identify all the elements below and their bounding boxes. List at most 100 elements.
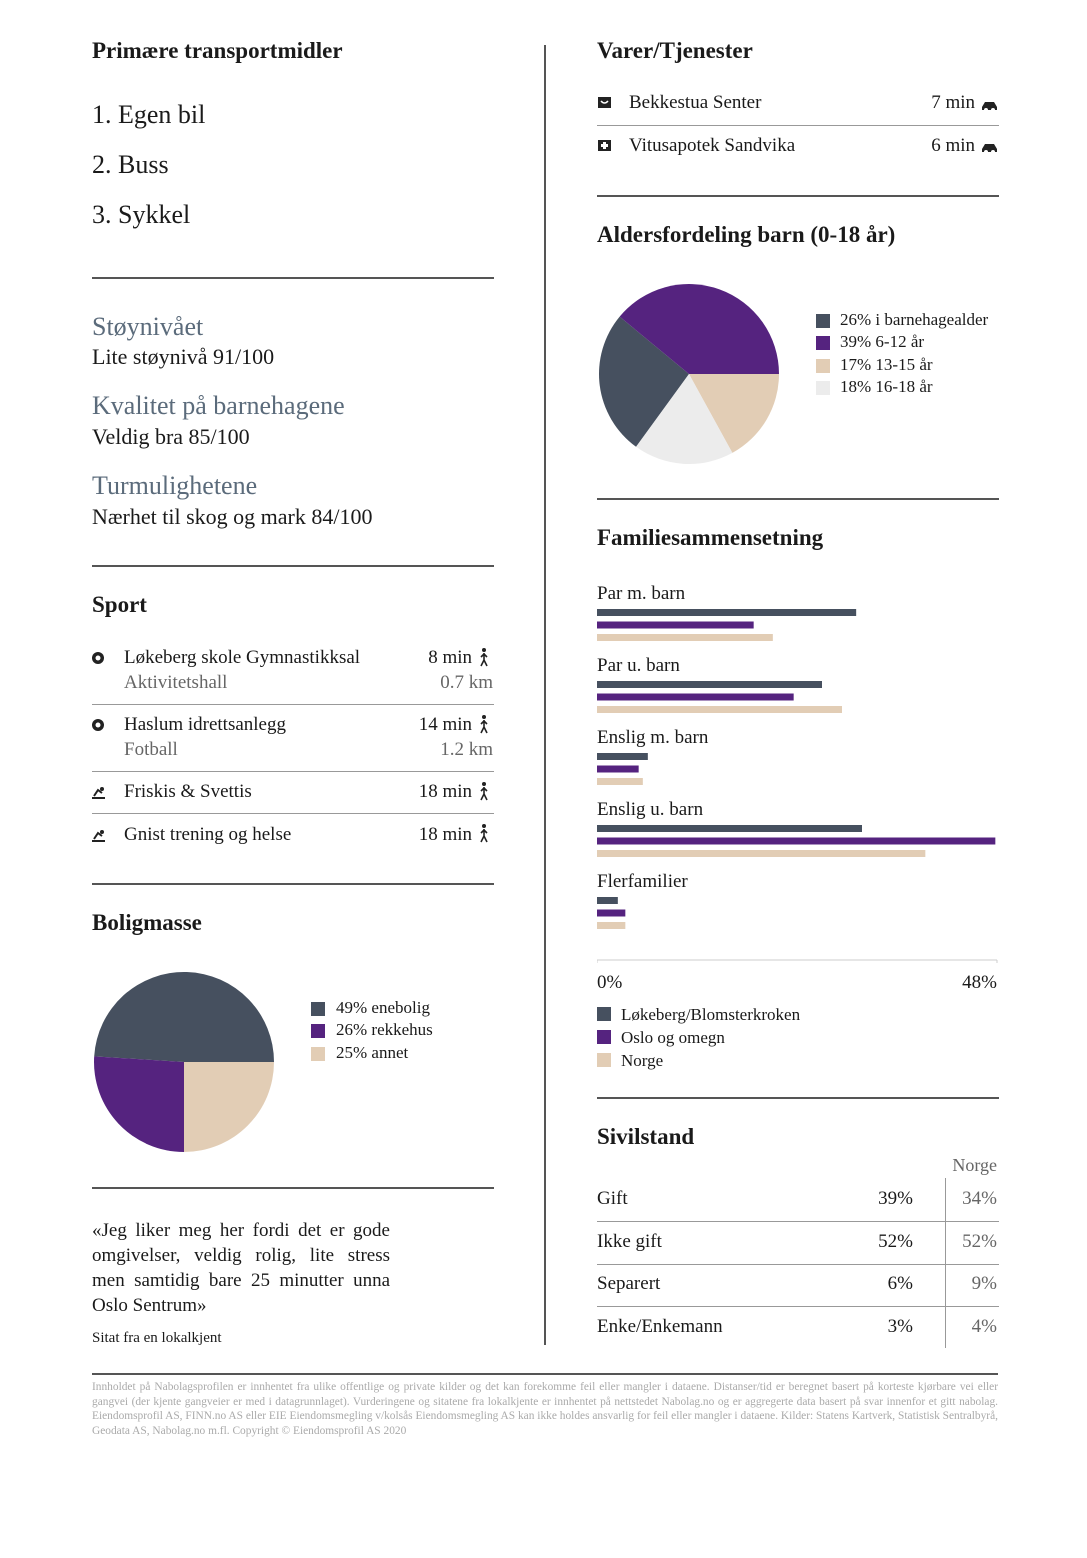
category-label: Par m. barn [597, 583, 686, 604]
divider [92, 883, 494, 885]
sport-name: Haslum idrettsanlegg [124, 714, 286, 735]
table-cell: Enke/Enkemann [597, 1315, 723, 1337]
sport-time: 18 min [418, 824, 472, 845]
legend-label: Oslo og omegn [621, 1028, 725, 1047]
bar [597, 850, 926, 857]
table-cell: 3% [887, 1315, 913, 1337]
legend-label: 18% 16-18 år [840, 377, 933, 396]
category-label: Enslig u. barn [597, 799, 704, 820]
category-label: Enslig m. barn [597, 727, 709, 748]
walk-icons [480, 648, 488, 843]
rating-text: Veldig bra 85/100 [92, 424, 250, 449]
table-cell: 52% [962, 1230, 997, 1252]
service-time: 7 min [931, 92, 975, 113]
row-divider [597, 1221, 999, 1222]
bar [597, 753, 648, 760]
legend-swatch [311, 1024, 325, 1038]
table-cell: 4% [971, 1315, 997, 1337]
pie-slice [689, 374, 779, 453]
sport-icons [92, 652, 105, 842]
transport-item: 2. Buss [92, 150, 169, 179]
bar [597, 681, 822, 688]
row-divider [597, 1306, 999, 1307]
sport-dist: 0.7 km [440, 672, 493, 693]
section-title: Primære transportmidler [92, 38, 343, 63]
legend-swatch [597, 1007, 611, 1021]
shop-icons [598, 97, 611, 151]
row-divider [597, 1263, 999, 1265]
legend-swatch [816, 314, 830, 328]
row-divider [92, 813, 494, 814]
bar [597, 609, 857, 616]
legend-swatch [597, 1053, 611, 1067]
bar [597, 778, 643, 785]
row-divider [92, 704, 494, 705]
pie-slice [636, 374, 733, 464]
service-time: 6 min [931, 135, 975, 156]
legend-item: Løkeberg/Blomsterkroken [597, 1005, 800, 1025]
table-cell: Gift [597, 1188, 628, 1209]
legend-label: Løkeberg/Blomsterkroken [621, 1005, 801, 1024]
bar [597, 825, 862, 832]
divider [92, 565, 494, 567]
table-header: Norge [952, 1155, 997, 1175]
rating-text: Lite støynivå 91/100 [92, 344, 275, 369]
transport-item: 1. Egen bil [92, 100, 206, 129]
table-cell: 34% [962, 1188, 997, 1209]
pie-slice [94, 1056, 184, 1152]
divider [597, 195, 999, 197]
sport-time: 18 min [418, 781, 472, 802]
quote-source: Sitat fra en lokalkjent [92, 1330, 222, 1346]
legend-label: 17% 13-15 år [840, 355, 933, 374]
pie-chart [94, 972, 274, 1152]
sport-sub: Fotball [124, 739, 178, 760]
sport-time: 14 min [418, 714, 472, 735]
legend-item: Norge [597, 1051, 663, 1071]
legend-label: Norge [621, 1051, 664, 1070]
bar [597, 634, 773, 641]
bar [597, 909, 626, 917]
quote: «Jeg liker meg her fordi det er gode omg… [92, 1220, 390, 1316]
sport-time: 8 min [428, 647, 472, 668]
transport-item: 3. Sykkel [92, 200, 191, 229]
divider [597, 498, 999, 500]
pie-slice [184, 1062, 274, 1152]
legend-swatch [816, 381, 830, 395]
service-name: Bekkestua Senter [629, 92, 762, 113]
legend-label: 26% i barnehagealder [840, 310, 989, 329]
legend-swatch [311, 1047, 325, 1061]
x-tick-label: 48% [962, 972, 997, 993]
rating-title: Turmulighetene [92, 471, 258, 500]
bar [597, 897, 618, 904]
divider [597, 1097, 999, 1099]
table-cell: Separert [597, 1273, 661, 1294]
table-cell: 9% [971, 1273, 997, 1294]
rating-title: Støynivået [92, 312, 204, 341]
rating-text: Nærhet til skog og mark 84/100 [92, 504, 373, 529]
section-title: Sivilstand [597, 1124, 695, 1149]
bar [597, 706, 842, 713]
column-divider [544, 45, 546, 1345]
section-title: Familiesammensetning [597, 525, 824, 550]
pie-slice [619, 284, 779, 374]
category-label: Flerfamilier [597, 871, 688, 892]
category-label: Par u. barn [597, 655, 680, 676]
sport-name: Friskis & Svettis [124, 781, 252, 802]
row-divider [92, 771, 494, 772]
bar [597, 765, 639, 773]
pie-slice [599, 316, 689, 447]
sport-name: Gnist trening og helse [124, 824, 292, 845]
section-title: Varer/Tjenester [597, 38, 753, 63]
bar [597, 693, 794, 701]
sport-sub: Aktivitetshall [124, 672, 228, 693]
legend-swatch [597, 1030, 611, 1044]
section-title: Aldersfordeling barn (0-18 år) [597, 222, 896, 247]
table-cell: 52% [878, 1230, 913, 1252]
divider [92, 277, 494, 279]
sport-name: Løkeberg skole Gymnastikksal [124, 647, 361, 668]
divider [92, 1373, 998, 1375]
pie-chart [599, 284, 779, 464]
legend-swatch [816, 336, 830, 350]
legend-label: 26% rekkehus [336, 1020, 433, 1039]
